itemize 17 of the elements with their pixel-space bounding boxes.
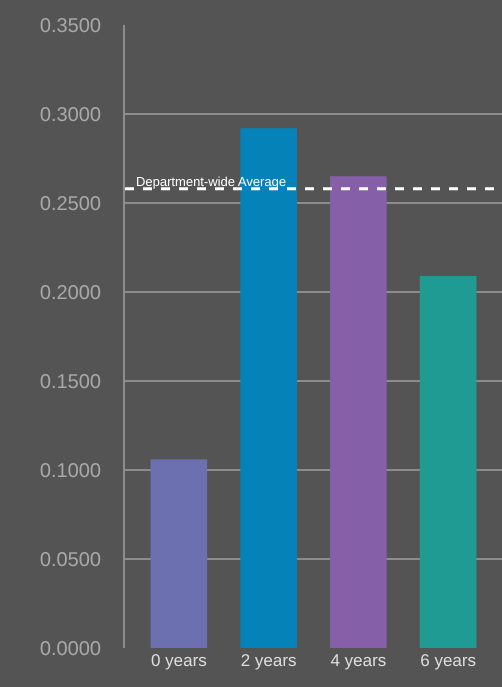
y-tick-label: 0.2000 xyxy=(40,282,101,304)
y-tick-label: 0.3500 xyxy=(40,15,101,37)
x-tick-label: 6 years xyxy=(420,651,476,670)
bar xyxy=(420,276,476,648)
y-tick-label: 0.1500 xyxy=(40,371,101,393)
y-tick-label: 0.0000 xyxy=(40,638,101,660)
y-tick-label: 0.0500 xyxy=(40,549,101,571)
ref-line-label: Department-wide Average xyxy=(136,174,286,189)
x-tick-label: 0 years xyxy=(150,651,207,670)
bar xyxy=(240,128,297,648)
x-tick-label: 4 years xyxy=(330,651,386,670)
y-tick-label: 0.2500 xyxy=(40,193,101,215)
x-tick-label: 2 years xyxy=(240,651,296,670)
y-tick-label: 0.3000 xyxy=(40,104,101,126)
bar xyxy=(330,176,387,648)
bar xyxy=(150,459,208,648)
y-tick-label: 0.1000 xyxy=(40,460,101,482)
